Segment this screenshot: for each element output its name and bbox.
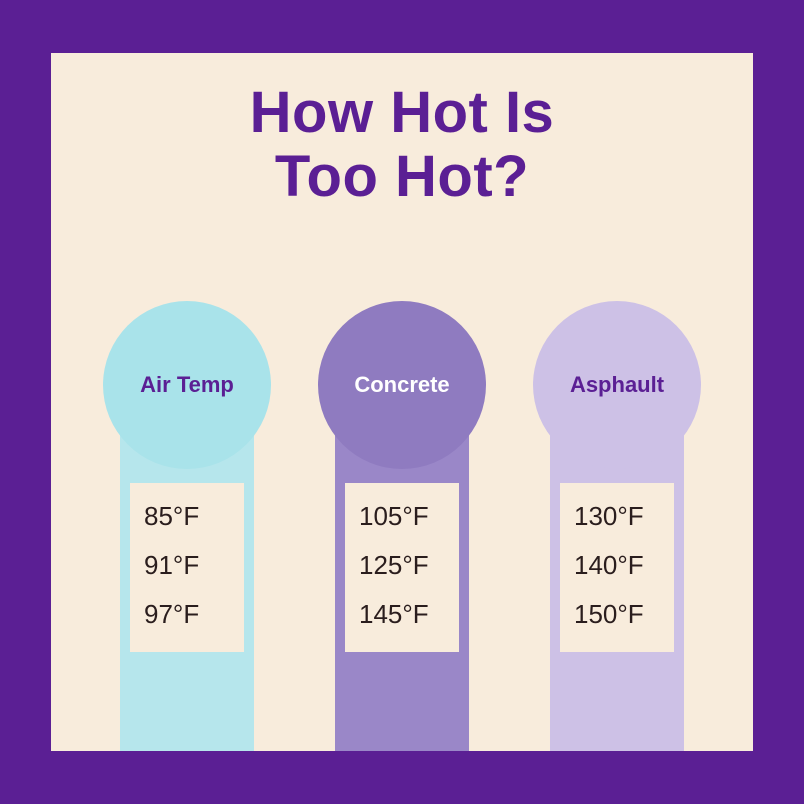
outer-frame: How Hot Is Too Hot? Air Temp 85°F 91°F 97°F… xyxy=(0,0,804,804)
temperature-value: 97°F xyxy=(138,599,236,630)
temperature-value: 150°F xyxy=(568,599,666,630)
title: How Hot Is Too Hot? xyxy=(51,53,753,209)
temperature-value: 85°F xyxy=(138,501,236,532)
title-line-2: Too Hot? xyxy=(275,144,529,209)
infographic-card: How Hot Is Too Hot? Air Temp 85°F 91°F 97°F… xyxy=(51,53,753,751)
column-asphault: Asphault 130°F 140°F 150°F xyxy=(538,311,696,751)
column-header-circle: Air Temp xyxy=(103,301,271,469)
value-box: 85°F 91°F 97°F xyxy=(130,483,244,652)
temperature-value: 91°F xyxy=(138,550,236,581)
temperature-value: 125°F xyxy=(353,550,451,581)
column-concrete: Concrete 105°F 125°F 145°F xyxy=(323,311,481,751)
column-label: Asphault xyxy=(570,372,664,398)
temperature-value: 145°F xyxy=(353,599,451,630)
value-box: 105°F 125°F 145°F xyxy=(345,483,459,652)
temperature-value: 140°F xyxy=(568,550,666,581)
column-header-circle: Asphault xyxy=(533,301,701,469)
title-line-1: How Hot Is xyxy=(250,80,555,145)
temperature-value: 105°F xyxy=(353,501,451,532)
temperature-value: 130°F xyxy=(568,501,666,532)
column-header-circle: Concrete xyxy=(318,301,486,469)
value-box: 130°F 140°F 150°F xyxy=(560,483,674,652)
columns-container: Air Temp 85°F 91°F 97°F Concrete 105°F 125°F 14… xyxy=(51,311,753,751)
column-air-temp: Air Temp 85°F 91°F 97°F xyxy=(108,311,266,751)
column-label: Air Temp xyxy=(140,372,234,398)
column-label: Concrete xyxy=(354,372,449,398)
